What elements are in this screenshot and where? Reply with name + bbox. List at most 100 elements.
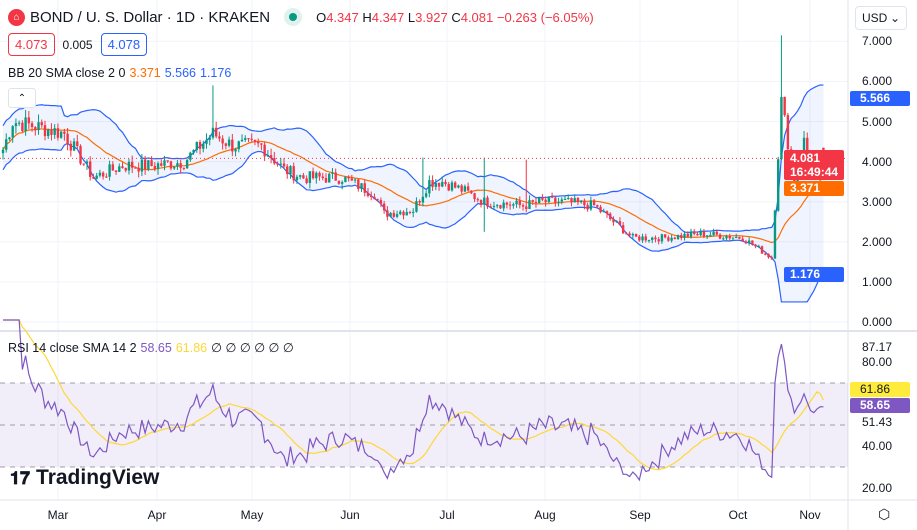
candle-body [605,211,609,214]
candle-body [66,133,69,144]
candle-body [441,181,444,187]
buy-price-button[interactable]: 4.078 [100,33,148,56]
candle-body [450,182,454,191]
currency-select[interactable]: USD ⌄ [855,6,907,30]
symbol-name[interactable]: BOND [30,8,74,26]
candle-body [589,200,593,210]
candle-body [340,182,344,184]
candle-body [166,160,169,162]
bb-upper-tag: 5.566 [850,91,910,106]
candle-body [767,253,770,258]
candle-body [751,240,754,245]
candle-body [709,235,712,237]
candle-body [344,176,347,183]
candle-body [676,235,680,239]
candle-body [121,166,124,168]
candle-body [392,212,396,217]
candle-body [231,139,234,152]
candle-body [434,182,438,187]
candle-body [428,180,431,194]
symbol-header: ⌂ BOND / U. S. Dollar · 1D · KRAKEN O4.3… [8,8,594,26]
candle-body [8,137,11,140]
candle-body [525,206,528,210]
price-tick: 7.000 [862,34,893,49]
candle-body [124,167,127,171]
candle-body [311,171,315,179]
candle-body [631,234,635,236]
rsi-sma-line [3,319,824,471]
candle-body [376,199,379,201]
candle-body [431,180,434,187]
candle-body [715,231,719,235]
candle-body [24,117,27,132]
candle-body [479,199,483,205]
candle-body [286,166,289,175]
time-tick: May [240,508,264,522]
rsi-legend[interactable]: RSI 14 close SMA 14 2 58.65 61.86 ∅ ∅ ∅ ∅ ∅… [8,341,294,355]
candle-body [17,122,21,124]
candle-body [373,196,376,200]
candle-body [596,205,599,207]
candle-body [592,200,596,206]
candle-body [308,171,312,183]
ohlc-values: O4.347 H4.347 L3.927 C4.081 −0.263 (−6.0… [316,9,594,25]
candle-body [722,238,725,240]
candle-body [537,197,541,204]
candle-body [357,179,360,189]
candle-body [363,183,366,193]
candle-body [315,172,318,179]
bb-legend[interactable]: BB 20 SMA close 2 0 3.371 5.566 1.176 [8,66,232,80]
candle-body [660,234,664,242]
candle-body [647,240,651,242]
candle-body [114,170,118,172]
candle-body [50,129,53,135]
price-tick: 6.000 [862,74,893,89]
candle-body [512,204,515,206]
sell-price-button[interactable]: 4.073 [8,33,55,56]
quote-box: 4.073 0.005 4.078 [8,33,148,56]
candle-body [208,137,211,140]
time-tick: Mar [47,508,69,522]
candle-body [195,142,198,150]
candle-body [415,201,418,212]
candle-body [554,197,557,203]
candle-body [92,176,95,179]
candle-body [1,149,5,154]
candle-body [786,115,790,150]
candle-body [59,131,63,138]
candle-body [11,126,14,138]
candle-body [718,234,722,239]
candle-body [583,200,586,206]
candle-body [237,141,240,150]
candle-body [602,211,605,213]
candle-body [182,167,186,169]
candle-body [609,213,612,220]
candle-body [492,206,496,208]
candle-body [402,211,405,216]
candle-body [198,142,202,149]
candle-body [741,238,744,242]
candle-body [160,163,163,166]
candle-body [567,198,570,200]
candle-body [508,204,512,206]
candle-body [463,186,467,192]
candle-body [302,175,305,179]
settings-icon[interactable]: ⬡ [878,506,891,522]
candle-body [276,163,279,165]
candle-body [579,200,583,203]
candle-body [667,237,670,241]
candle-body [802,137,806,159]
candle-body [712,231,715,236]
candle-body [777,159,780,211]
chevron-down-icon: ⌄ [889,11,900,25]
candle-body [618,221,622,226]
candle-body [651,237,654,241]
candle-body [405,212,408,216]
candle-body [63,131,66,134]
tradingview-logo[interactable]: 𝟏𝟕 TradingView [10,466,160,489]
candle-body [292,166,295,181]
candle-body [379,199,383,204]
candle-body [764,253,767,255]
collapse-legend-button[interactable]: ⌃ [8,88,36,108]
